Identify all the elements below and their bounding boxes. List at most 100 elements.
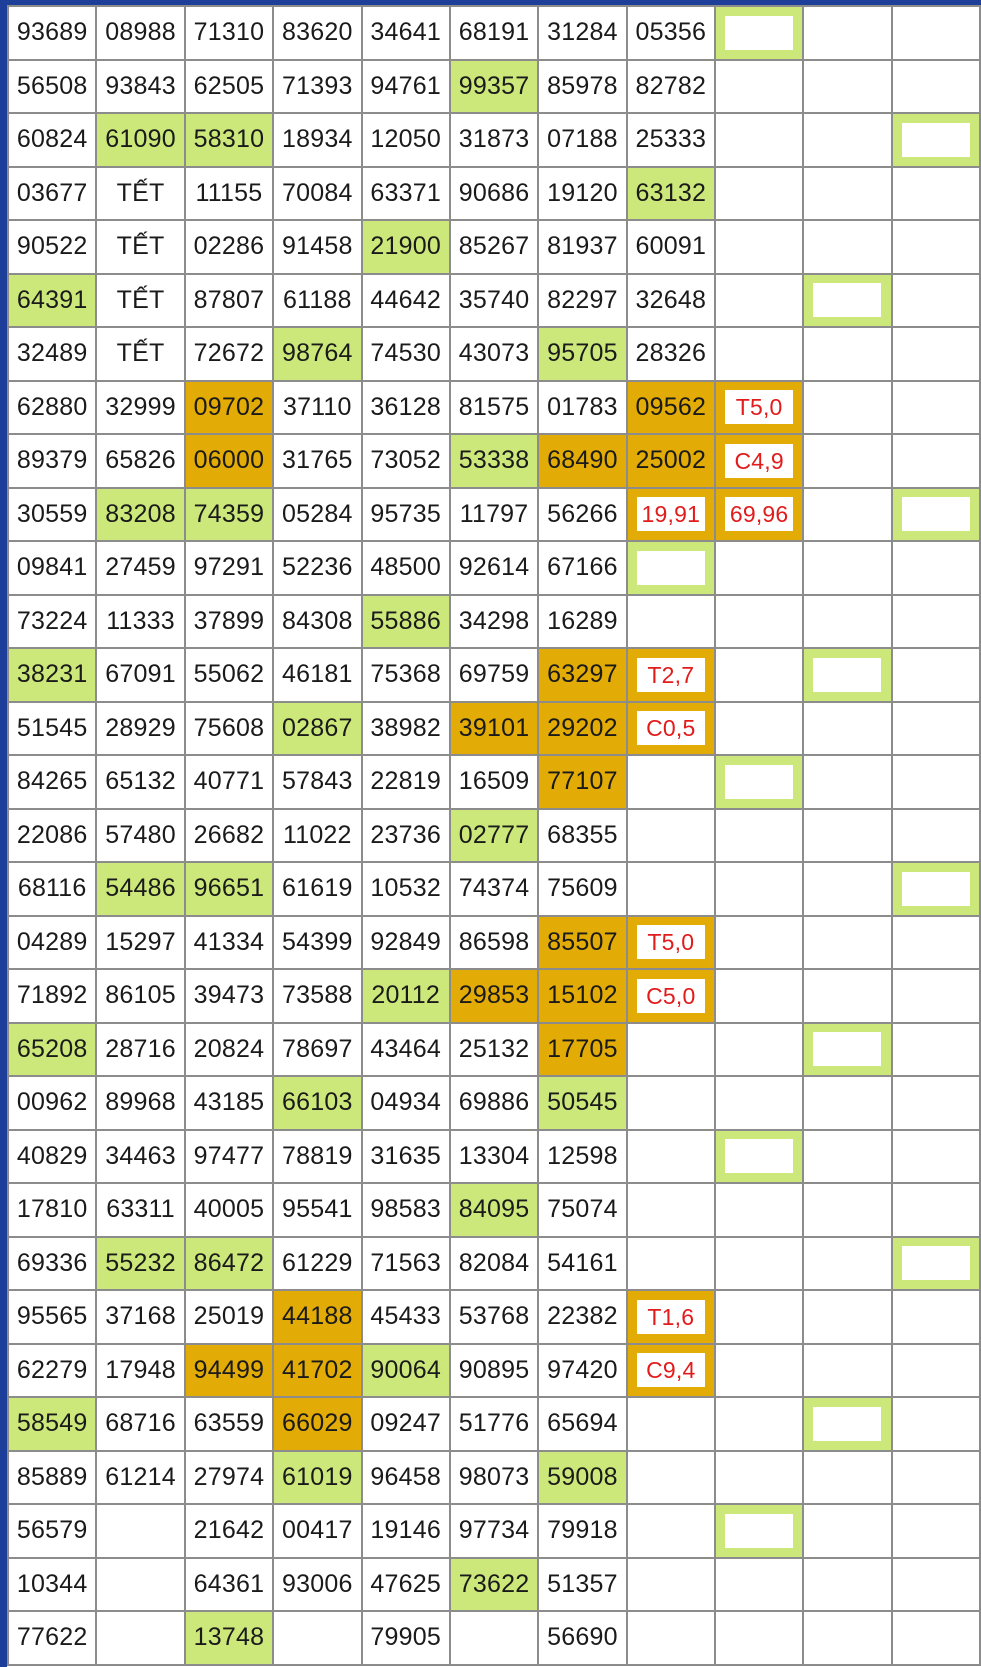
grid-cell: 74374 <box>448 861 540 917</box>
grid-cell: 45433 <box>360 1289 451 1345</box>
grid-cell: 64361 <box>183 1556 275 1612</box>
grid-cell: 97734 <box>448 1503 540 1559</box>
grid-cell <box>802 700 893 756</box>
table-row: 32489 TẾT 72672 98764 74530 43073 95705 28326 <box>6 326 981 382</box>
grid-cell <box>890 165 981 221</box>
grid-cell: 60091 <box>625 219 717 275</box>
grid-cell: 61090 <box>95 112 186 168</box>
grid-cell: 77622 <box>6 1610 98 1666</box>
grid-cell: 34641 <box>360 5 451 61</box>
grid-cell: 51545 <box>6 700 98 756</box>
grid-cell: 97477 <box>183 1128 275 1184</box>
grid-cell: 81937 <box>537 219 628 275</box>
grid-cell: 79905 <box>360 1610 451 1666</box>
grid-cell: 55886 <box>360 593 451 649</box>
grid-cell: 79918 <box>537 1503 628 1559</box>
grid-cell: 96458 <box>360 1449 451 1505</box>
marker-badge: T1,6 <box>636 1299 705 1334</box>
grid-cell: 90064 <box>360 1342 451 1398</box>
empty-marker-box <box>901 497 970 532</box>
grid-cell: 04289 <box>6 914 98 970</box>
grid-cell: 85978 <box>537 58 628 114</box>
grid-cell: 82084 <box>448 1235 540 1291</box>
grid-cell <box>890 914 981 970</box>
grid-cell: 68116 <box>6 861 98 917</box>
grid-cell: 39473 <box>183 968 275 1024</box>
grid-cell: 94761 <box>360 58 451 114</box>
grid-cell <box>95 1610 186 1666</box>
grid-cell: 28929 <box>95 700 186 756</box>
grid-cell <box>890 1021 981 1077</box>
grid-cell: 21642 <box>183 1503 275 1559</box>
top-frame-bar <box>0 0 981 5</box>
grid-cell <box>625 1556 717 1612</box>
grid-cell: 51776 <box>448 1396 540 1452</box>
grid-cell <box>625 1182 717 1238</box>
grid-cell: 31873 <box>448 112 540 168</box>
grid-cell: 34463 <box>95 1128 186 1184</box>
grid-cell: 39101 <box>448 700 540 756</box>
grid-cell <box>802 914 893 970</box>
grid-cell <box>713 165 805 221</box>
grid-cell: 57843 <box>272 754 363 810</box>
table-row: 22086 57480 26682 11022 23736 02777 68355 <box>6 807 981 863</box>
grid-cell: 05284 <box>272 486 363 542</box>
grid-cell <box>890 700 981 756</box>
table-row: 10344 64361 93006 47625 73622 51357 <box>6 1556 981 1612</box>
grid-cell: 03677 <box>6 165 98 221</box>
grid-cell <box>713 1289 805 1345</box>
grid-cell: 32489 <box>6 326 98 382</box>
table-row: 04289 15297 41334 54399 92849 86598 85507 T5,0 <box>6 914 981 970</box>
grid-cell: 98073 <box>448 1449 540 1505</box>
grid-cell: 05356 <box>625 5 717 61</box>
grid-cell: 62279 <box>6 1342 98 1398</box>
grid-cell: 43464 <box>360 1021 451 1077</box>
grid-cell: 56690 <box>537 1610 628 1666</box>
grid-cell <box>890 486 981 542</box>
marker-badge: T5,0 <box>636 925 705 960</box>
grid-cell: T1,6 <box>625 1289 717 1345</box>
grid-cell: 21900 <box>360 219 451 275</box>
grid-cell <box>625 593 717 649</box>
grid-cell <box>890 1503 981 1559</box>
table-row: 64391 TẾT 87807 61188 44642 35740 82297 32648 <box>6 272 981 328</box>
grid-cell: 75368 <box>360 647 451 703</box>
empty-marker-box <box>813 1406 882 1441</box>
table-row: 62880 32999 09702 37110 36128 81575 01783 09562… <box>6 379 981 435</box>
grid-cell: 73588 <box>272 968 363 1024</box>
grid-cell: 38982 <box>360 700 451 756</box>
grid-cell <box>713 1235 805 1291</box>
grid-cell <box>713 754 805 810</box>
grid-cell: 95565 <box>6 1289 98 1345</box>
grid-cell: 70084 <box>272 165 363 221</box>
grid-cell: 58310 <box>183 112 275 168</box>
grid-cell: 11333 <box>95 593 186 649</box>
table-row: 38231 67091 55062 46181 75368 69759 63297 T2,7 <box>6 647 981 703</box>
grid-cell <box>713 1503 805 1559</box>
table-row: 71892 86105 39473 73588 20112 29853 15102 C5,0 <box>6 968 981 1024</box>
grid-cell: 64391 <box>6 272 98 328</box>
grid-cell: 54399 <box>272 914 363 970</box>
grid-cell: 85507 <box>537 914 628 970</box>
grid-cell <box>713 1556 805 1612</box>
grid-cell <box>890 754 981 810</box>
grid-cell: 84095 <box>448 1182 540 1238</box>
grid-cell: 17705 <box>537 1021 628 1077</box>
grid-cell: 54161 <box>537 1235 628 1291</box>
grid-cell: 40005 <box>183 1182 275 1238</box>
grid-cell: 23736 <box>360 807 451 863</box>
grid-cell: 73622 <box>448 1556 540 1612</box>
grid-cell <box>890 807 981 863</box>
table-row: 85889 61214 27974 61019 96458 98073 59008 <box>6 1449 981 1505</box>
grid-cell <box>713 914 805 970</box>
grid-cell <box>625 1235 717 1291</box>
grid-cell: 22382 <box>537 1289 628 1345</box>
table-row: 60824 61090 58310 18934 12050 31873 07188 25333 <box>6 112 981 168</box>
grid-cell: 62880 <box>6 379 98 435</box>
table-row: 95565 37168 25019 44188 45433 53768 22382 T1,6 <box>6 1289 981 1345</box>
grid-cell: T2,7 <box>625 647 717 703</box>
grid-cell: 95541 <box>272 1182 363 1238</box>
grid-cell: 78697 <box>272 1021 363 1077</box>
grid-cell: 77107 <box>537 754 628 810</box>
grid-cell <box>890 1449 981 1505</box>
